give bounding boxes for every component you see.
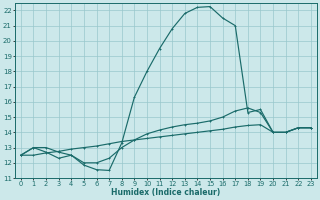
- X-axis label: Humidex (Indice chaleur): Humidex (Indice chaleur): [111, 188, 220, 197]
